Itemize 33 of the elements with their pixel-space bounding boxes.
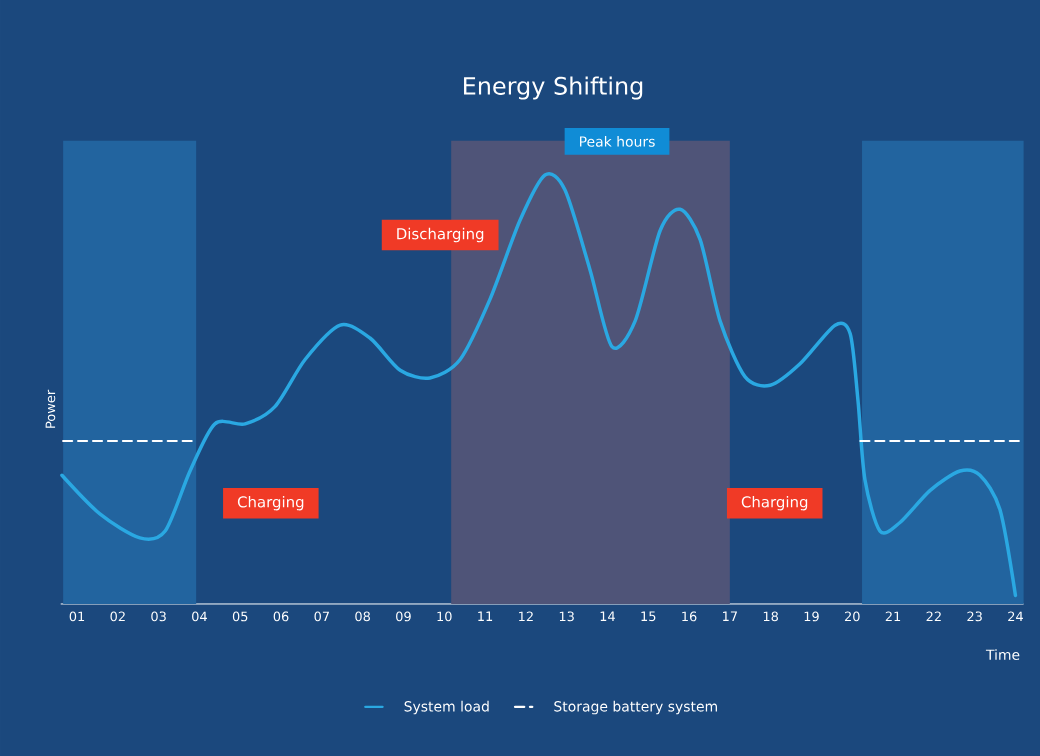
y-axis-title: Power [45, 389, 56, 428]
x-tick-label: 11 [478, 611, 493, 621]
x-tick-label: 24 [1008, 611, 1023, 622]
x-tick-label: 05 [232, 611, 248, 622]
x-tick-label: 19 [804, 611, 819, 622]
annotation: Charging [237, 495, 304, 511]
x-tick-label: 16 [682, 611, 697, 622]
annotation: Discharging [397, 227, 484, 243]
x-tick-label: 08 [355, 611, 370, 622]
x-tick-label: 17 [723, 611, 737, 621]
x-tick-label: 09 [396, 611, 411, 622]
x-tick-label: 07 [314, 611, 329, 622]
annotation: Charging [741, 495, 808, 511]
x-axis-title: Time [985, 649, 1020, 660]
x-tick-label: 20 [844, 611, 860, 622]
x-tick-label: 14 [600, 611, 615, 621]
x-tick-label: 10 [437, 611, 452, 622]
chart-title: Energy Shifting [464, 76, 643, 100]
x-tick-label: 18 [763, 611, 778, 622]
x-tick-label: 12 [519, 611, 533, 622]
x-tick-label: 03 [151, 611, 166, 622]
band-label: Peak hours [580, 136, 655, 147]
legend-label: System load [404, 700, 489, 715]
x-tick-label: 23 [967, 611, 982, 622]
x-tick-label: 01 [69, 611, 85, 622]
x-tick-label: 15 [641, 611, 656, 622]
legend-label: Storage battery system [554, 700, 717, 715]
x-tick-label: 06 [273, 611, 289, 622]
x-tick-label: 04 [192, 611, 207, 622]
x-tick-label: 13 [559, 611, 574, 622]
x-tick-label: 02 [110, 611, 125, 622]
x-tick-label: 21 [885, 611, 901, 622]
x-tick-label: 22 [926, 611, 941, 622]
